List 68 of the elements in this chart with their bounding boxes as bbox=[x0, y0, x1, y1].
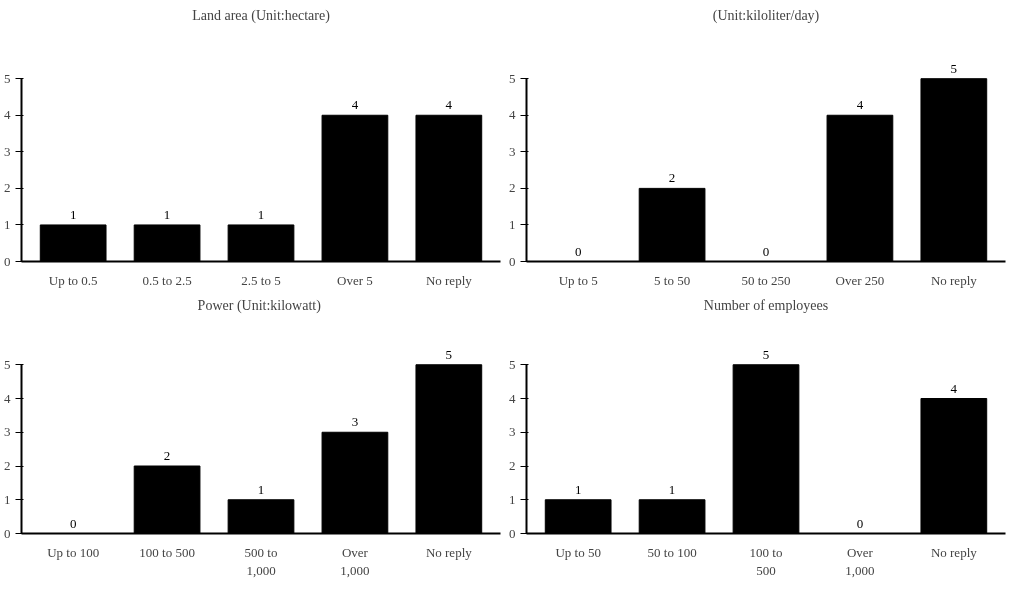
y-tick-label: 5 bbox=[4, 356, 11, 372]
x-tick-label: Over 5 bbox=[337, 272, 373, 288]
y-tick-label: 4 bbox=[4, 107, 11, 123]
x-tick-label: Over 1,000 bbox=[340, 544, 370, 578]
y-tick-label: 5 bbox=[4, 70, 11, 86]
data-label: 0 bbox=[856, 515, 864, 531]
x-tick-label: No reply bbox=[930, 272, 978, 288]
y-tick-label: 0 bbox=[509, 525, 516, 541]
data-label: 5 bbox=[762, 346, 770, 362]
chart-title: Power (Unit:kilowatt) bbox=[197, 297, 322, 314]
x-tick-label: 5 to 50 bbox=[654, 272, 691, 288]
chart-title: Land area (Unit:hectare) bbox=[192, 7, 331, 24]
y-tick-label: 4 bbox=[4, 390, 11, 406]
x-tick-label: 0.5 to 2.5 bbox=[142, 272, 192, 288]
y-tick-label: 3 bbox=[509, 143, 516, 159]
x-tick-label: No reply bbox=[930, 544, 978, 560]
y-tick-label: 4 bbox=[509, 390, 516, 406]
y-tick-label: 0 bbox=[509, 253, 516, 269]
x-tick-label: 100 to 500 bbox=[139, 544, 195, 560]
x-tick-label: 500 to 1,000 bbox=[244, 544, 278, 578]
y-tick-label: 0 bbox=[4, 253, 11, 269]
y-tick-label: 4 bbox=[509, 107, 516, 123]
y-tick-label: 2 bbox=[509, 458, 516, 473]
data-label: 2 bbox=[163, 448, 171, 463]
data-label: 3 bbox=[351, 414, 359, 430]
data-label: 0 bbox=[69, 515, 77, 531]
y-tick-label: 3 bbox=[4, 143, 11, 159]
x-tick-label: Over 250 bbox=[835, 272, 885, 288]
x-tick-label: 100 to 500 bbox=[749, 544, 783, 578]
data-label: 1 bbox=[257, 206, 265, 222]
y-tick-label: 1 bbox=[4, 216, 11, 232]
x-tick-label: 50 to 250 bbox=[741, 272, 791, 288]
data-label: 4 bbox=[445, 97, 453, 113]
y-tick-label: 2 bbox=[509, 180, 516, 196]
data-label: 0 bbox=[762, 243, 770, 259]
data-label: 1 bbox=[668, 481, 676, 497]
y-tick-label: 1 bbox=[509, 491, 516, 507]
y-tick-label: 1 bbox=[509, 216, 516, 232]
y-tick-label: 1 bbox=[4, 491, 11, 507]
x-tick-label: Up to 50 bbox=[555, 544, 601, 560]
x-tick-label: No reply bbox=[425, 544, 473, 560]
data-label: 0 bbox=[574, 243, 582, 259]
x-tick-label: No reply bbox=[425, 272, 473, 288]
x-tick-label: 2.5 to 5 bbox=[241, 272, 281, 288]
data-label: 1 bbox=[69, 206, 77, 222]
data-label: 1 bbox=[257, 481, 265, 497]
y-tick-label: 2 bbox=[4, 180, 11, 196]
data-label: 1 bbox=[574, 481, 582, 497]
chart-title: (Unit:kiloliter/day) bbox=[712, 7, 820, 24]
x-tick-label: 50 to 100 bbox=[647, 544, 697, 560]
y-tick-label: 0 bbox=[4, 525, 11, 541]
data-label: 5 bbox=[445, 346, 453, 362]
x-tick-label: Up to 5 bbox=[558, 272, 598, 288]
x-tick-label: Up to 0.5 bbox=[48, 272, 98, 288]
x-tick-label: Up to 100 bbox=[47, 544, 100, 560]
chart-title: Number of employees bbox=[703, 297, 829, 313]
data-label: 1 bbox=[163, 206, 171, 222]
y-tick-label: 3 bbox=[4, 424, 11, 440]
data-label: 2 bbox=[668, 170, 676, 186]
y-tick-label: 5 bbox=[509, 70, 516, 86]
y-tick-label: 5 bbox=[509, 356, 516, 372]
y-tick-label: 3 bbox=[509, 424, 516, 440]
data-label: 4 bbox=[950, 380, 958, 396]
x-tick-label: Over 1,000 bbox=[845, 544, 875, 578]
data-label: 5 bbox=[950, 60, 958, 76]
y-tick-label: 2 bbox=[4, 458, 11, 473]
data-label: 4 bbox=[856, 97, 864, 113]
data-label: 4 bbox=[351, 97, 359, 113]
